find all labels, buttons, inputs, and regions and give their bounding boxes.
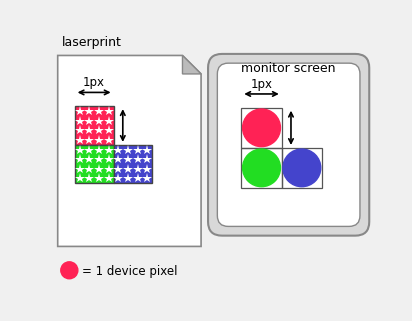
- Circle shape: [61, 262, 78, 279]
- Text: = 1 device pixel: = 1 device pixel: [82, 265, 178, 278]
- Bar: [241, 148, 282, 188]
- Text: monitor screen: monitor screen: [241, 62, 336, 75]
- Bar: [241, 108, 282, 148]
- Text: 1px: 1px: [250, 78, 272, 91]
- Bar: [75, 106, 113, 145]
- Bar: [282, 148, 322, 188]
- FancyBboxPatch shape: [208, 54, 369, 236]
- Text: 1px: 1px: [83, 76, 105, 89]
- FancyBboxPatch shape: [218, 63, 360, 226]
- Polygon shape: [58, 56, 201, 247]
- Text: laserprint: laserprint: [61, 36, 122, 49]
- Circle shape: [243, 149, 281, 187]
- Polygon shape: [183, 56, 201, 74]
- Bar: [75, 145, 113, 183]
- Circle shape: [283, 149, 321, 187]
- Circle shape: [243, 109, 281, 147]
- Bar: [113, 145, 152, 183]
